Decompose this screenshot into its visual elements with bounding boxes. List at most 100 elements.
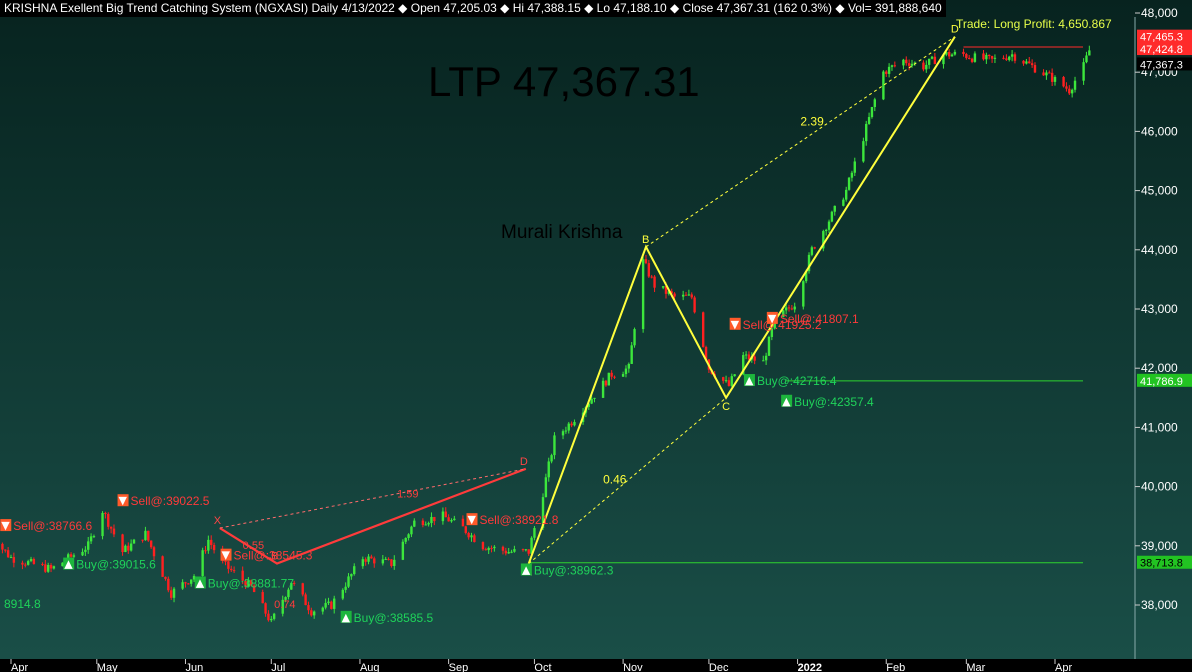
candle-body [421,520,425,526]
sell-signal-icon[interactable] [0,519,12,532]
candle-body [413,520,416,527]
abcd-ratio: 0.46 [603,473,627,487]
candle-body [822,231,825,249]
buy-signal-label: Buy@:42357.4 [794,395,874,409]
candle-body [504,550,508,554]
candle-body [89,536,93,542]
prior-pattern-ratio: 0.74 [274,599,295,611]
buy-signal-icon[interactable] [520,563,532,576]
buy-signal-icon[interactable] [340,610,352,623]
candle-body [44,564,47,572]
x-tick-label: Jul [271,662,285,672]
candle-body [524,549,528,551]
candle-body [510,551,513,553]
candle-body [867,117,871,124]
sell-signal-icon[interactable] [729,317,741,330]
candle-body [441,511,445,522]
abcd-bd-dash [645,36,956,248]
candle-body [644,259,648,264]
candle-body [310,610,313,616]
price-label-box [1137,42,1192,56]
candle-body [430,516,433,524]
candle-body [544,477,548,498]
candle-body [109,526,113,529]
sell-signal-icon[interactable] [466,513,478,526]
candle-body [521,549,525,551]
buy-signal-icon[interactable] [743,374,755,387]
candle-body [873,99,877,108]
price-label-box [1137,57,1192,71]
buy-signal-label: Buy@:38881.77 [208,577,295,591]
candle-body [953,51,957,55]
chart-header: KRISHNA Exellent Big Trend Catching Syst… [0,0,946,17]
candle-body [804,271,808,282]
candle-body [49,564,53,569]
buy-signal-label: Buy@:38585.5 [354,611,434,625]
candle-body [507,552,510,554]
candle-body [353,566,356,575]
sell-signal-icon[interactable] [220,548,232,561]
candle-body [427,523,430,525]
buy-signal-label: Buy@:42716.4 [757,374,837,388]
candle-body [845,189,848,200]
candle-body [261,592,264,604]
candle-body [624,368,628,375]
sell-signal-icon[interactable] [117,494,129,507]
candle-body [1033,65,1037,73]
candle-body [910,63,914,66]
candle-body [753,356,756,361]
candle-body [965,54,968,58]
x-tick-label: Mar [966,662,985,672]
candle-body [172,588,176,598]
candle-body [244,580,247,587]
candle-body [41,563,44,565]
candle-body [784,307,788,311]
x-tick-label: Dec [709,662,729,672]
candle-body [973,53,977,62]
candle-body [985,54,988,60]
candle-body [681,294,685,297]
buy-signal-icon[interactable] [781,394,793,407]
candle-body [727,380,731,386]
y-tick-label: 43,000 [1141,302,1178,316]
buy-signal-icon[interactable] [194,576,206,589]
sell-signal-label: Sell@:41807.1 [780,312,859,326]
sell-signal-label: Sell@:38545.3 [234,549,313,563]
candle-body [461,518,465,527]
candle-body [1,543,4,550]
candle-body [450,520,453,522]
candle-body [667,291,671,294]
candle-body [541,497,545,529]
candle-body [330,601,333,609]
candle-body [907,63,911,66]
candle-body [104,512,107,514]
price-label-text: 41,786.9 [1140,376,1183,388]
candle-body [1008,56,1011,60]
candle-body [161,556,164,577]
candle-body [593,397,596,399]
candle-body [764,355,768,361]
sell-signal-label: Sell@:39022.5 [131,494,210,508]
candle-body [887,66,891,74]
candle-body [149,540,153,548]
candle-body [942,54,945,65]
candle-body [810,247,814,255]
x-tick-label: Jun [185,662,203,672]
candle-body [184,582,187,584]
sell-signal-icon[interactable] [766,311,778,324]
candle-body [304,594,307,606]
buy-signal-icon[interactable] [63,557,75,570]
candle-body [301,583,304,595]
prior-pattern-point: B [271,551,278,563]
x-axis-strip [0,659,1192,672]
candle-body [232,570,236,572]
candle-body [870,107,874,118]
candle-body [890,65,894,67]
candle-body [387,558,390,560]
sell-signal-label: Sell@:38921.8 [480,513,559,527]
sell-signal-label: Sell@:38766.6 [13,519,92,533]
candle-body [141,539,144,541]
